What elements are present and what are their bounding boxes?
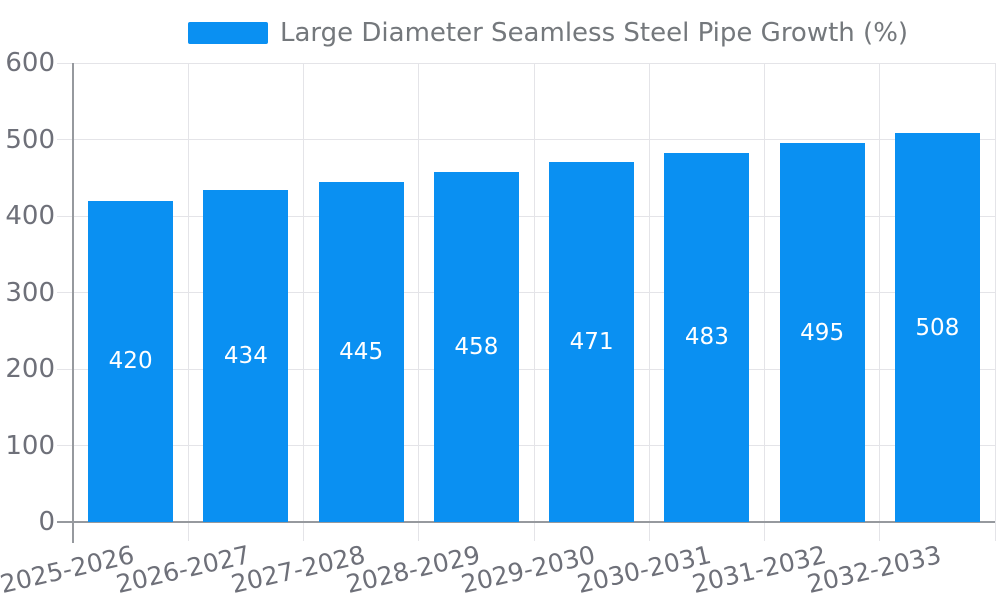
legend-label: Large Diameter Seamless Steel Pipe Growt… bbox=[280, 18, 909, 48]
y-axis-tick-label: 300 bbox=[5, 277, 55, 308]
bar-value-label: 471 bbox=[569, 328, 614, 355]
gridline-v bbox=[879, 63, 881, 541]
bar-value-label: 445 bbox=[339, 338, 384, 365]
gridline-h bbox=[57, 62, 995, 64]
gridline-h bbox=[57, 292, 995, 293]
legend-swatch bbox=[188, 22, 268, 44]
y-axis-tick-label: 500 bbox=[5, 124, 55, 155]
bar-value-label: 483 bbox=[684, 324, 729, 351]
y-axis-tick-label: 100 bbox=[5, 430, 55, 461]
bar[interactable] bbox=[549, 161, 635, 522]
gridline-v bbox=[418, 63, 420, 541]
gridline-h bbox=[57, 139, 995, 140]
y-axis-tick-label: 400 bbox=[5, 201, 55, 231]
bar[interactable] bbox=[433, 171, 519, 522]
bar-value-label: 420 bbox=[108, 348, 153, 375]
bar[interactable] bbox=[664, 152, 750, 522]
x-axis-tick-label: 2032-2033 bbox=[804, 540, 944, 599]
gridline-h bbox=[57, 368, 995, 370]
bar-value-label: 508 bbox=[915, 314, 960, 341]
bar[interactable] bbox=[894, 133, 980, 522]
bar[interactable] bbox=[318, 181, 404, 522]
bar[interactable] bbox=[779, 143, 865, 522]
gridline-h bbox=[57, 445, 995, 446]
gridline-v bbox=[187, 63, 189, 541]
gridline-v bbox=[994, 63, 996, 541]
gridline-v bbox=[303, 63, 304, 541]
bar[interactable] bbox=[203, 189, 289, 522]
gridline-v bbox=[533, 63, 535, 541]
bar[interactable] bbox=[88, 200, 174, 522]
gridline-h bbox=[57, 215, 995, 217]
bar-value-label: 495 bbox=[800, 319, 845, 346]
y-axis-tick-label: 0 bbox=[38, 507, 55, 537]
y-axis-tick-label: 200 bbox=[5, 354, 55, 384]
y-axis-tick-label: 600 bbox=[5, 48, 55, 78]
bar-value-label: 458 bbox=[454, 333, 499, 360]
gridline-v bbox=[764, 63, 765, 541]
x-axis-line bbox=[57, 521, 995, 523]
chart-legend[interactable]: Large Diameter Seamless Steel Pipe Growt… bbox=[188, 19, 908, 47]
gridline-v bbox=[648, 63, 650, 541]
y-axis-line bbox=[72, 63, 74, 543]
bar-value-label: 434 bbox=[223, 342, 268, 369]
